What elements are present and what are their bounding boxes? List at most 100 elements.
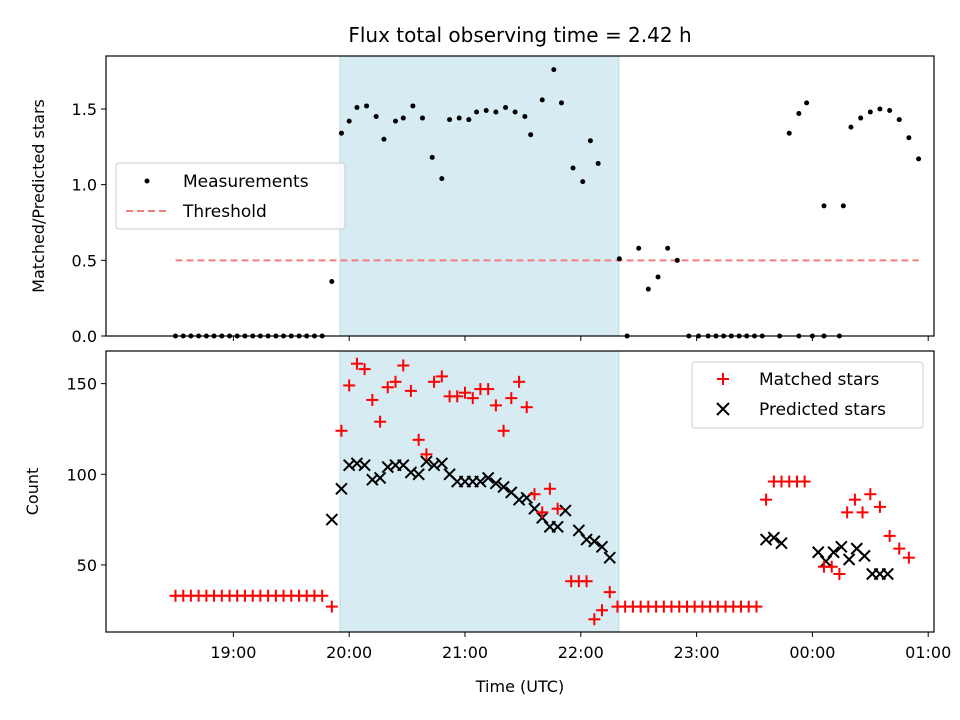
matched-stars-point	[316, 589, 329, 602]
x-stroke	[759, 533, 773, 546]
measurement-point	[439, 176, 445, 182]
matched-stars-point	[381, 381, 394, 394]
predicted-stars-point	[881, 567, 894, 581]
matched-stars-point	[902, 551, 915, 564]
matched-stars-point	[864, 488, 877, 501]
predicted-stars-point	[489, 477, 503, 490]
measurement-point	[867, 109, 873, 115]
matched-stars-point	[497, 424, 510, 437]
measurement-point	[636, 245, 642, 251]
measurement-point	[558, 100, 564, 106]
top-shaded-span	[339, 55, 620, 337]
bottom-x-ticks: 19:00 20:00 21:00 22:00 23:00 00:00 01:00	[210, 632, 951, 662]
matched-stars-point	[489, 399, 502, 412]
predicted-stars-point	[435, 457, 449, 470]
y-tick-label: 50	[77, 556, 97, 575]
predicted-stars-point	[759, 533, 773, 546]
predicted-stars-point	[842, 553, 856, 566]
matched-stars-point	[873, 500, 886, 513]
predicted-stars-point	[775, 536, 788, 550]
matched-stars-point	[841, 506, 854, 519]
x-stroke	[811, 546, 825, 559]
x-tick-label: 23:00	[674, 643, 720, 662]
matched-stars-point	[343, 379, 356, 392]
measurement-point	[419, 115, 425, 121]
top-y-ticks: 0.0 0.5 1.0 1.5	[72, 100, 106, 346]
predicted-stars-point	[767, 531, 781, 544]
measurement-point	[796, 111, 802, 117]
x-stroke	[827, 546, 840, 559]
measurement-point	[512, 109, 518, 115]
matched-stars-point	[335, 424, 348, 437]
x-stroke	[775, 536, 788, 550]
predicted-stars-point	[603, 551, 616, 564]
x-stroke	[412, 468, 425, 481]
predicted-stars-point	[819, 555, 833, 568]
measurement-point	[821, 203, 827, 209]
legend-measurements-marker	[144, 178, 150, 184]
matched-stars-point	[750, 600, 763, 613]
predicted-stars-point	[325, 513, 339, 526]
measurement-point	[522, 114, 528, 120]
legend-matched-marker	[717, 373, 729, 385]
predicted-stars-point	[858, 549, 871, 563]
measurement-point	[410, 103, 416, 109]
top-legend: Measurements Threshold	[115, 162, 346, 230]
y-tick-label: 0.5	[72, 251, 97, 270]
matched-stars-point	[528, 488, 541, 501]
matched-stars-point	[543, 482, 556, 495]
bottom-panel: 50 100 150 19:00 20:00 21:00 22:00 23:00 00:00 0…	[23, 350, 951, 696]
legend-predicted-marker	[716, 402, 730, 416]
measurement-point	[539, 97, 545, 103]
matched-stars-point	[350, 357, 363, 370]
matched-stars-point	[482, 383, 495, 396]
matched-stars-point	[603, 586, 616, 599]
predicted-stars-point	[595, 540, 609, 554]
measurement-point	[616, 256, 622, 262]
x-stroke	[397, 459, 410, 472]
x-tick-label: 01:00	[905, 643, 951, 662]
matched-stars-point	[458, 386, 471, 399]
x-stroke	[497, 480, 510, 494]
matched-stars-point	[505, 392, 518, 405]
x-stroke	[528, 502, 541, 515]
matched-stars-point	[893, 542, 906, 555]
bottom-axes-frame	[105, 350, 935, 633]
matched-stars-point	[520, 401, 533, 414]
measurement-point	[551, 67, 557, 73]
measurement-point	[916, 156, 922, 162]
matched-stars-point	[760, 493, 773, 506]
x-stroke	[350, 457, 364, 470]
x-stroke	[767, 531, 781, 544]
y-tick-label: 150	[66, 375, 97, 394]
measurement-point	[858, 115, 864, 121]
x-stroke	[842, 553, 856, 566]
predicted-stars-point	[827, 546, 840, 559]
matched-stars-point	[466, 392, 479, 405]
predicted-stars-point	[358, 459, 371, 472]
x-stroke	[572, 524, 586, 537]
matched-stars-point	[435, 370, 448, 383]
x-stroke	[373, 471, 387, 485]
measurement-point	[474, 109, 480, 115]
y-tick-label: 0.0	[72, 327, 97, 346]
matched-stars-point	[825, 560, 838, 573]
measurement-point	[840, 203, 846, 209]
x-stroke	[481, 471, 495, 485]
measurement-point	[338, 130, 344, 136]
predicted-stars-point	[373, 471, 387, 485]
y-tick-label: 1.0	[72, 176, 97, 195]
x-stroke	[512, 493, 526, 506]
x-tick-label: 21:00	[442, 643, 488, 662]
measurement-point	[848, 124, 854, 130]
predicted-stars-point	[559, 504, 572, 517]
matched-stars-point	[513, 375, 526, 388]
x-axis-label: Time (UTC)	[475, 677, 564, 696]
measurement-point	[393, 118, 399, 124]
x-stroke	[443, 468, 456, 481]
x-stroke	[835, 540, 848, 554]
predicted-stars-point	[481, 471, 495, 485]
measurement-point	[364, 103, 370, 109]
x-stroke	[588, 535, 601, 548]
